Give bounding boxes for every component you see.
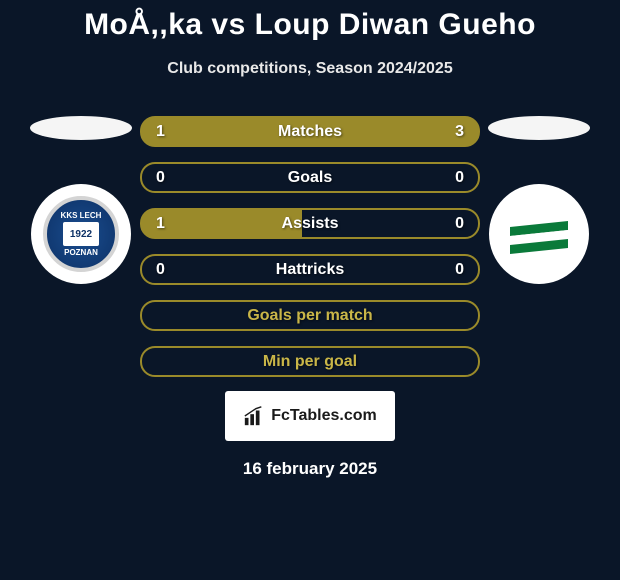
stat-label: Goals <box>288 169 332 187</box>
stat-label: Hattricks <box>276 261 344 279</box>
right-player-col <box>484 116 594 284</box>
stat-right-value: 0 <box>455 215 464 233</box>
subtitle: Club competitions, Season 2024/2025 <box>0 60 620 78</box>
page-title: MoÅ,,ka vs Loup Diwan Gueho <box>0 8 620 42</box>
stats-column: 1 Matches 3 0 Goals 0 1 Assists 0 0 Hattricks 0 Goal… <box>136 116 484 377</box>
stat-left-value: 0 <box>156 169 165 187</box>
stat-left-value: 0 <box>156 261 165 279</box>
stat-fill <box>141 209 302 238</box>
logo-text: FcTables.com <box>271 407 377 425</box>
crest-year: 1922 <box>63 222 99 246</box>
stat-label: Matches <box>278 123 342 141</box>
stat-right-value: 0 <box>455 261 464 279</box>
left-team-badge[interactable]: KKS LECH 1922 POZNAN <box>31 184 131 284</box>
lechia-crest <box>489 184 589 284</box>
stat-left-value: 1 <box>156 215 165 233</box>
stat-label: Min per goal <box>263 353 357 371</box>
lech-poznan-crest: KKS LECH 1922 POZNAN <box>43 196 119 272</box>
stat-label: Goals per match <box>247 307 372 325</box>
comparison-widget: MoÅ,,ka vs Loup Diwan Gueho Club competi… <box>0 0 620 479</box>
crest-text-bottom: POZNAN <box>64 248 98 257</box>
fctables-logo[interactable]: FcTables.com <box>225 391 395 441</box>
stat-left-value: 1 <box>156 123 165 141</box>
stripes-shield-icon <box>510 205 568 263</box>
stat-label: Assists <box>282 215 339 233</box>
right-team-badge[interactable] <box>489 184 589 284</box>
stat-bar-hattricks: 0 Hattricks 0 <box>140 254 480 285</box>
crest-text-top: KKS LECH <box>61 211 102 220</box>
stat-bar-goals-per-match: Goals per match <box>140 300 480 331</box>
stat-bar-goals: 0 Goals 0 <box>140 162 480 193</box>
stat-bar-min-per-goal: Min per goal <box>140 346 480 377</box>
stat-bar-matches: 1 Matches 3 <box>140 116 480 147</box>
left-player-pill <box>30 116 132 140</box>
date-label: 16 february 2025 <box>0 459 620 479</box>
right-player-pill <box>488 116 590 140</box>
left-player-col: KKS LECH 1922 POZNAN <box>26 116 136 284</box>
chart-icon <box>243 405 265 427</box>
content-row: KKS LECH 1922 POZNAN 1 Matches 3 0 Goals 0 1 As… <box>0 116 620 377</box>
stat-right-value: 0 <box>455 169 464 187</box>
stat-bar-assists: 1 Assists 0 <box>140 208 480 239</box>
stat-right-value: 3 <box>455 123 464 141</box>
